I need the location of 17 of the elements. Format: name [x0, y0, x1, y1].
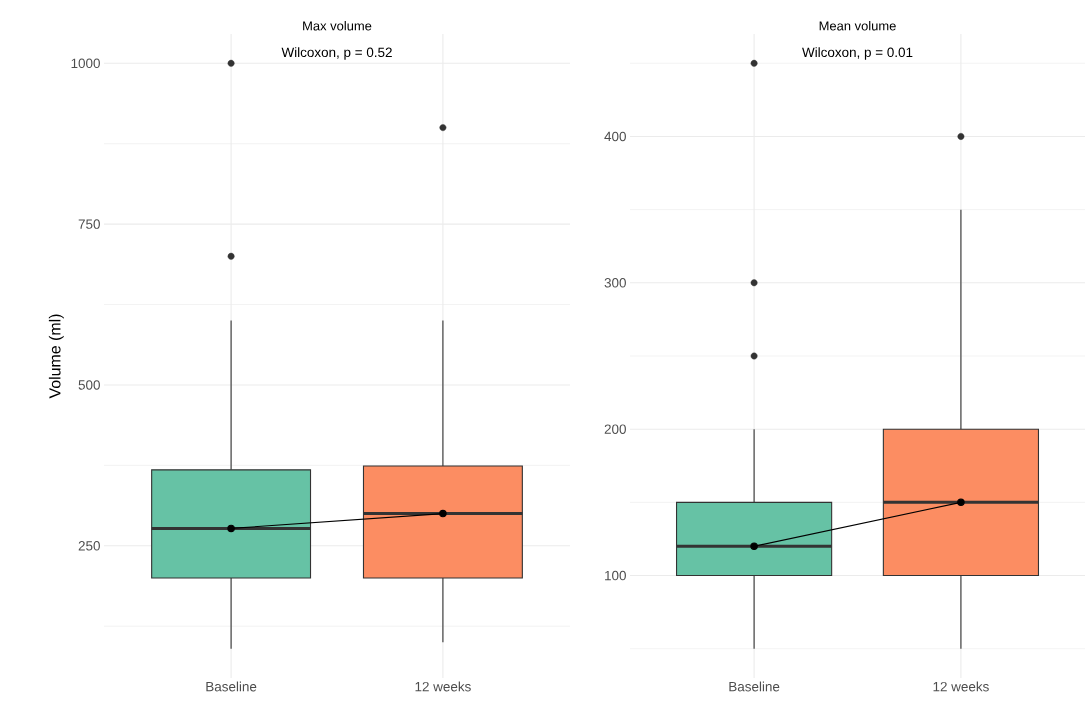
- annotation: Wilcoxon, p = 0.01: [802, 47, 913, 60]
- y-tick-label: 500: [78, 380, 100, 390]
- x-tick-label: Baseline: [206, 681, 257, 692]
- y-tick-label: 250: [78, 541, 100, 551]
- x-tick-label: 12 weeks: [415, 681, 471, 692]
- x-tick-label: 12 weeks: [933, 681, 989, 692]
- y-tick-label: 200: [604, 424, 626, 434]
- y-tick-label: 400: [604, 131, 626, 142]
- y-tick-label: 300: [604, 278, 626, 288]
- y-tick-label: 750: [78, 219, 100, 229]
- annotation: Wilcoxon, p = 0.52: [281, 47, 392, 60]
- y-tick-label: 1000: [71, 58, 100, 69]
- x-tick-label: Baseline: [729, 681, 780, 692]
- chart-title: Mean volume: [819, 20, 896, 31]
- y-tick-label: 100: [605, 570, 626, 581]
- chart-title: Max volume: [303, 20, 372, 31]
- y-axis-title: Volume (ml): [48, 314, 64, 399]
